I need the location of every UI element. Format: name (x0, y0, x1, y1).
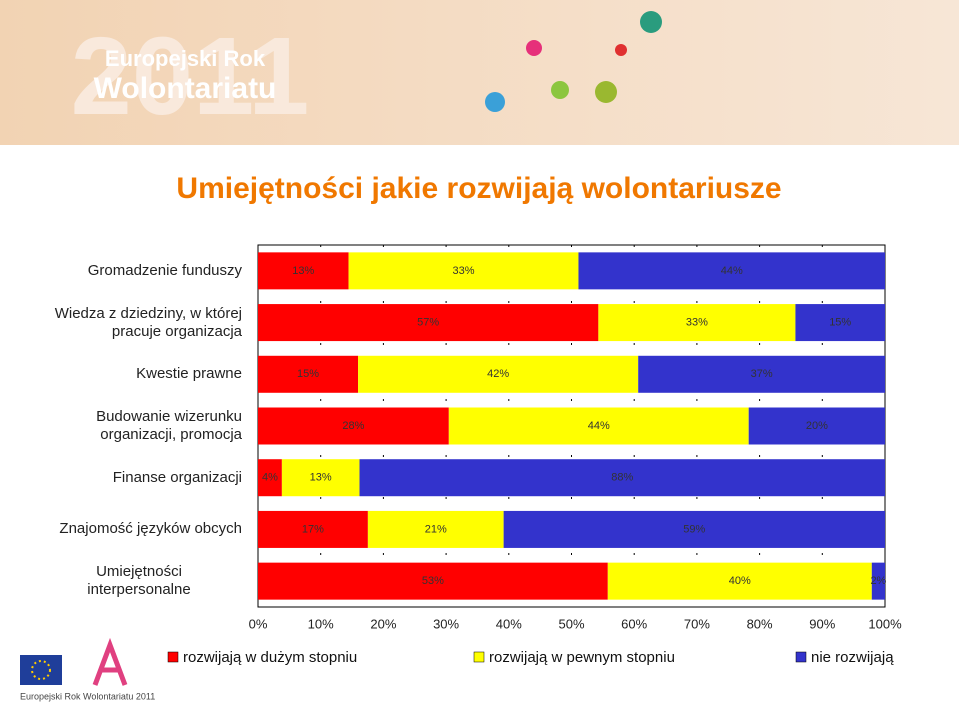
value-label: 21% (425, 523, 447, 535)
logo-dots (485, 11, 662, 112)
bar-segment (503, 510, 885, 548)
logo-year: 2011 (71, 15, 310, 138)
legend-swatch (473, 651, 485, 663)
value-label: 33% (686, 316, 708, 328)
y-tick-label: Kwestie prawne (136, 365, 242, 383)
x-tick-label: 30% (433, 616, 459, 631)
x-tick-label: 90% (809, 616, 835, 631)
bar-segment (258, 304, 599, 342)
y-tick-label: Gromadzenie funduszy (87, 261, 242, 279)
value-label: 59% (683, 523, 705, 535)
logo-text: Wolontariatu (94, 72, 277, 105)
value-label: 88% (611, 472, 633, 484)
value-label: 20% (806, 420, 828, 432)
value-label: 53% (422, 575, 444, 587)
legend-label: nie rozwijają (811, 649, 894, 666)
eu-flag (20, 655, 62, 685)
y-tick-label: Finanse organizacji (112, 468, 242, 486)
logo-caption: Europejski Rok Wolontariatu 2011 (20, 691, 155, 701)
x-tick-label: 20% (370, 616, 396, 631)
value-label: 13% (310, 472, 332, 484)
value-label: 17% (302, 523, 324, 535)
bar-segment (281, 459, 360, 497)
x-tick-label: 60% (621, 616, 647, 631)
chart-title: Umiejętności jakie rozwijają wolontarius… (176, 172, 781, 205)
bar-segment (748, 407, 885, 445)
bar-segment (348, 252, 579, 290)
x-tick-label: 70% (684, 616, 710, 631)
value-label: 33% (453, 265, 475, 277)
bar-segment (607, 562, 872, 600)
value-label: 44% (588, 420, 610, 432)
bar-segment (367, 510, 504, 548)
logo-mark (92, 637, 128, 686)
value-label: 4% (262, 472, 278, 484)
bar-segment (359, 459, 885, 497)
legend-label: rozwijają w dużym stopniu (183, 649, 357, 666)
value-label: 37% (751, 368, 773, 380)
y-tick-label: Wiedza z dziedziny, w której pracuje org… (54, 304, 242, 340)
legend-swatch (167, 651, 179, 663)
bar-segment (358, 355, 639, 393)
bar-segment (638, 355, 885, 393)
value-label: 13% (292, 265, 314, 277)
y-tick-label: Umiejętności interpersonalne (87, 563, 191, 599)
value-label: 15% (297, 368, 319, 380)
bar-segment (258, 355, 359, 393)
bar-segment (448, 407, 749, 445)
x-tick-label: 100% (868, 616, 902, 631)
bar-segment (871, 562, 885, 600)
eu-stars (31, 660, 51, 680)
x-tick-label: 80% (747, 616, 773, 631)
x-tick-label: 50% (558, 616, 584, 631)
bar-segment (258, 252, 349, 290)
value-label: 44% (721, 265, 743, 277)
x-tick-label: 40% (496, 616, 522, 631)
value-label: 2% (870, 575, 886, 587)
x-tick-label: 10% (308, 616, 334, 631)
x-tick-label: 0% (249, 616, 268, 631)
logo-text: Europejski Rok (105, 46, 266, 71)
value-label: 28% (342, 420, 364, 432)
value-label: 57% (417, 316, 439, 328)
bar-segment (258, 459, 282, 497)
bar-segment (795, 304, 885, 342)
legend-swatch (795, 651, 807, 663)
y-tick-label: Znajomość języków obcych (59, 520, 242, 538)
y-tick-label: Budowanie wizerunku organizacji, promocj… (96, 408, 242, 443)
legend-label: rozwijają w pewnym stopniu (489, 649, 675, 666)
bar-segment (598, 304, 796, 342)
value-label: 42% (487, 368, 509, 380)
banner (0, 0, 959, 145)
value-label: 40% (729, 575, 751, 587)
bar-segment (258, 407, 449, 445)
bar-segment (258, 562, 608, 600)
value-label: 15% (829, 316, 851, 328)
bar-segment (578, 252, 885, 290)
bar-segment (258, 510, 368, 548)
